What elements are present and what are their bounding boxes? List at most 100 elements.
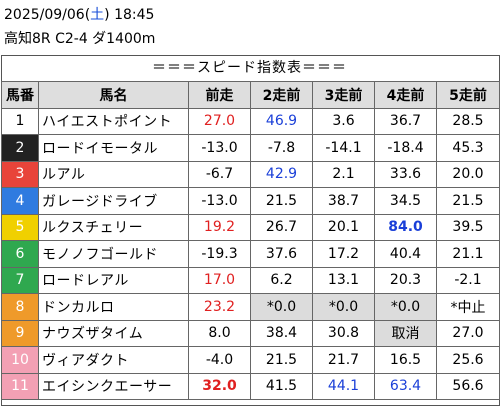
horse-number: 9 xyxy=(1,319,39,347)
speed-index-5back: 56.6 xyxy=(436,372,500,400)
horse-name: エイシンクエーサー xyxy=(38,372,189,400)
table-row: 4 ガレージドライブ -13.0 21.5 38.7 34.5 21.5 xyxy=(1,187,500,215)
speed-index-5back: 20.0 xyxy=(436,160,500,188)
speed-index-3back: 2.1 xyxy=(312,160,375,188)
speed-index-3back: *0.0 xyxy=(312,293,375,321)
col-header-4back: 4走前 xyxy=(374,81,437,109)
speed-index-2back: 42.9 xyxy=(250,160,313,188)
speed-index-4back: 取消 xyxy=(374,319,437,347)
speed-index-5back: -2.1 xyxy=(436,266,500,294)
speed-index-4back: 16.5 xyxy=(374,346,437,374)
speed-index-5back: 27.0 xyxy=(436,319,500,347)
speed-index-3back: 38.7 xyxy=(312,187,375,215)
speed-index-2back: *0.0 xyxy=(250,293,313,321)
speed-index-5back: 45.3 xyxy=(436,134,500,162)
speed-index-5back: 39.5 xyxy=(436,213,500,241)
speed-index-5back: 21.5 xyxy=(436,187,500,215)
speed-index-4back: *0.0 xyxy=(374,293,437,321)
horse-name: ドンカルロ xyxy=(38,293,189,321)
horse-number: 1 xyxy=(1,107,39,135)
horse-number: 2 xyxy=(1,134,39,162)
table-row: 7 ロードレアル 17.0 6.2 13.1 20.3 -2.1 xyxy=(1,266,500,294)
header-row: 馬番 馬名 前走 2走前 3走前 4走前 5走前 xyxy=(1,81,500,109)
speed-index-4back: -18.4 xyxy=(374,134,437,162)
speed-index-last: -13.0 xyxy=(188,134,251,162)
table-row: 9 ナウズザタイム 8.0 38.4 30.8 取消 27.0 xyxy=(1,319,500,347)
col-header-5back: 5走前 xyxy=(436,81,500,109)
table-row: 1 ハイエストポイント 27.0 46.9 3.6 36.7 28.5 xyxy=(1,107,500,135)
col-header-last: 前走 xyxy=(188,81,251,109)
horse-number: 5 xyxy=(1,213,39,241)
speed-index-2back: 21.5 xyxy=(250,187,313,215)
speed-index-3back: 20.1 xyxy=(312,213,375,241)
horse-number: 6 xyxy=(1,240,39,268)
table-row: 5 ルクスチェリー 19.2 26.7 20.1 84.0 39.5 xyxy=(1,213,500,241)
horse-name: ロードイモータル xyxy=(38,134,189,162)
horse-number: 11 xyxy=(1,372,39,400)
table-row: 6 モノノフゴールド -19.3 37.6 17.2 40.4 21.1 xyxy=(1,240,500,268)
speed-index-2back: 41.5 xyxy=(250,372,313,400)
horse-name: ガレージドライブ xyxy=(38,187,189,215)
speed-index-table: 馬番 馬名 前走 2走前 3走前 4走前 5走前 1 ハイエストポイント 27.0 4… xyxy=(1,81,500,400)
speed-index-4back: 84.0 xyxy=(374,213,437,241)
speed-index-last: 8.0 xyxy=(188,319,251,347)
speed-index-2back: 38.4 xyxy=(250,319,313,347)
speed-index-last: -19.3 xyxy=(188,240,251,268)
horse-number: 4 xyxy=(1,187,39,215)
dow-open: ( xyxy=(84,7,91,23)
speed-index-2back: 26.7 xyxy=(250,213,313,241)
table-title: ＝＝＝スピード指数表＝＝＝ xyxy=(152,60,347,76)
speed-index-4back: 34.5 xyxy=(374,187,437,215)
speed-index-last: -6.7 xyxy=(188,160,251,188)
speed-index-3back: 21.7 xyxy=(312,346,375,374)
horse-number: 10 xyxy=(1,346,39,374)
table-row: 8 ドンカルロ 23.2 *0.0 *0.0 *0.0 *中止 xyxy=(1,293,500,321)
race-info: 高知8R C2-4 ダ1400m xyxy=(4,31,156,47)
speed-index-5back: 21.1 xyxy=(436,240,500,268)
table-row: 2 ロードイモータル -13.0 -7.8 -14.1 -18.4 45.3 xyxy=(1,134,500,162)
speed-index-4back: 33.6 xyxy=(374,160,437,188)
speed-index-4back: 36.7 xyxy=(374,107,437,135)
race-date: 2025/09/06 xyxy=(4,7,85,23)
table-row: 11 エイシンクエーサー 32.0 41.5 44.1 63.4 56.6 xyxy=(1,372,500,400)
horse-name: ルクスチェリー xyxy=(38,213,189,241)
speed-index-last: 17.0 xyxy=(188,266,251,294)
horse-name: ナウズザタイム xyxy=(38,319,189,347)
speed-index-last: 23.2 xyxy=(188,293,251,321)
race-time: 18:45 xyxy=(114,7,155,23)
horse-name: モノノフゴールド xyxy=(38,240,189,268)
col-header-3back: 3走前 xyxy=(312,81,375,109)
speed-index-5back: 25.6 xyxy=(436,346,500,374)
speed-index-2back: 46.9 xyxy=(250,107,313,135)
horse-name: ハイエストポイント xyxy=(38,107,189,135)
day-of-week: 土 xyxy=(90,7,105,23)
table-row: 10 ヴィアダクト -4.0 21.5 21.7 16.5 25.6 xyxy=(1,346,500,374)
speed-index-3back: 30.8 xyxy=(312,319,375,347)
dow-close: ) xyxy=(104,7,110,23)
speed-index-3back: 44.1 xyxy=(312,372,375,400)
speed-index-2back: 37.6 xyxy=(250,240,313,268)
speed-index-4back: 40.4 xyxy=(374,240,437,268)
speed-index-last: -4.0 xyxy=(188,346,251,374)
horse-number: 8 xyxy=(1,293,39,321)
horse-name: ヴィアダクト xyxy=(38,346,189,374)
speed-index-last: 27.0 xyxy=(188,107,251,135)
horse-name: ロードレアル xyxy=(38,266,189,294)
col-header-name: 馬名 xyxy=(38,81,189,109)
race-datetime: 2025/09/06(土) 18:45 xyxy=(4,6,154,24)
table-row: 3 ルアル -6.7 42.9 2.1 33.6 20.0 xyxy=(1,160,500,188)
horse-number: 7 xyxy=(1,266,39,294)
speed-index-last: -13.0 xyxy=(188,187,251,215)
speed-index-3back: 17.2 xyxy=(312,240,375,268)
speed-index-5back: 28.5 xyxy=(436,107,500,135)
speed-index-3back: 3.6 xyxy=(312,107,375,135)
horse-number: 3 xyxy=(1,160,39,188)
speed-index-5back: *中止 xyxy=(436,293,500,321)
speed-index-last: 32.0 xyxy=(188,372,251,400)
speed-index-4back: 63.4 xyxy=(374,372,437,400)
speed-index-3back: 13.1 xyxy=(312,266,375,294)
col-header-2back: 2走前 xyxy=(250,81,313,109)
speed-index-2back: 21.5 xyxy=(250,346,313,374)
speed-index-2back: 6.2 xyxy=(250,266,313,294)
